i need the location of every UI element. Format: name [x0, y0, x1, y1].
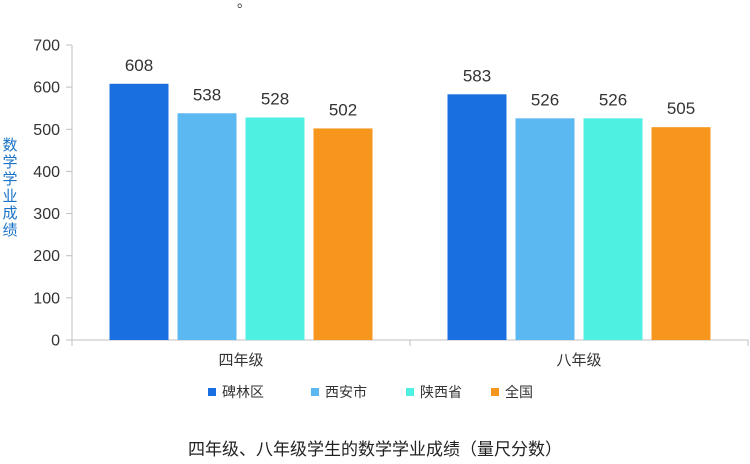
data-label: 528: [261, 89, 289, 108]
data-label: 538: [193, 85, 221, 104]
y-tick-label: 100: [33, 290, 60, 307]
bar: [515, 118, 575, 340]
x-axis: [71, 339, 749, 346]
y-tick-label: 400: [33, 164, 60, 181]
legend-label: 碑林区: [222, 385, 264, 401]
y-tick-label: 0: [51, 333, 60, 350]
y-axis-title-char: 绩: [2, 221, 17, 239]
legend-label: 陕西省: [420, 385, 462, 401]
value-labels-group: 608 538 528 502 583 526 526 505: [125, 56, 695, 120]
y-tick-label: 200: [33, 248, 60, 265]
legend: 碑林区 西安市 陕西省 全国: [208, 384, 533, 401]
y-axis-title-char: 业: [2, 187, 17, 205]
bar: [177, 113, 237, 341]
data-label: 505: [667, 99, 695, 118]
bar-series-group: [109, 83, 711, 341]
y-axis-title-char: 成: [2, 204, 17, 222]
bar: [447, 94, 507, 340]
legend-swatch: [406, 388, 414, 396]
chart-caption: 四年级、八年级学生的数学学业成绩（量尺分数）: [188, 440, 562, 460]
legend-swatch: [491, 388, 499, 396]
category-labels-group: 四年级 八年级: [218, 351, 601, 369]
y-tick-label: 700: [33, 38, 60, 55]
bar: [109, 83, 169, 341]
y-tick-label: 300: [33, 206, 60, 223]
legend-label: 全国: [505, 384, 533, 401]
x-category-label: 四年级: [218, 351, 263, 369]
data-label: 526: [599, 90, 627, 109]
bar: [245, 117, 305, 340]
data-label: 526: [531, 90, 559, 109]
y-tick-label: 500: [33, 122, 60, 139]
y-axis-title-char: 学: [2, 170, 17, 188]
data-label: 608: [125, 56, 153, 75]
y-tick-label: 600: [33, 80, 60, 97]
legend-label: 西安市: [325, 384, 367, 401]
legend-swatch: [311, 388, 319, 396]
bar: [313, 128, 373, 340]
y-axis: 0 100 200 300 400 500 600 700: [33, 38, 73, 350]
y-axis-title: 数学学业成绩: [2, 136, 17, 239]
bar: [651, 127, 711, 340]
x-category-label: 八年级: [556, 351, 601, 369]
data-label: 583: [463, 66, 491, 85]
bar: [583, 118, 643, 340]
y-axis-title-char: 学: [2, 153, 17, 171]
y-axis-title-char: 数: [2, 136, 17, 154]
top-text-fragment: 。: [237, 0, 251, 11]
legend-swatch: [208, 388, 216, 396]
data-label: 502: [329, 100, 357, 119]
